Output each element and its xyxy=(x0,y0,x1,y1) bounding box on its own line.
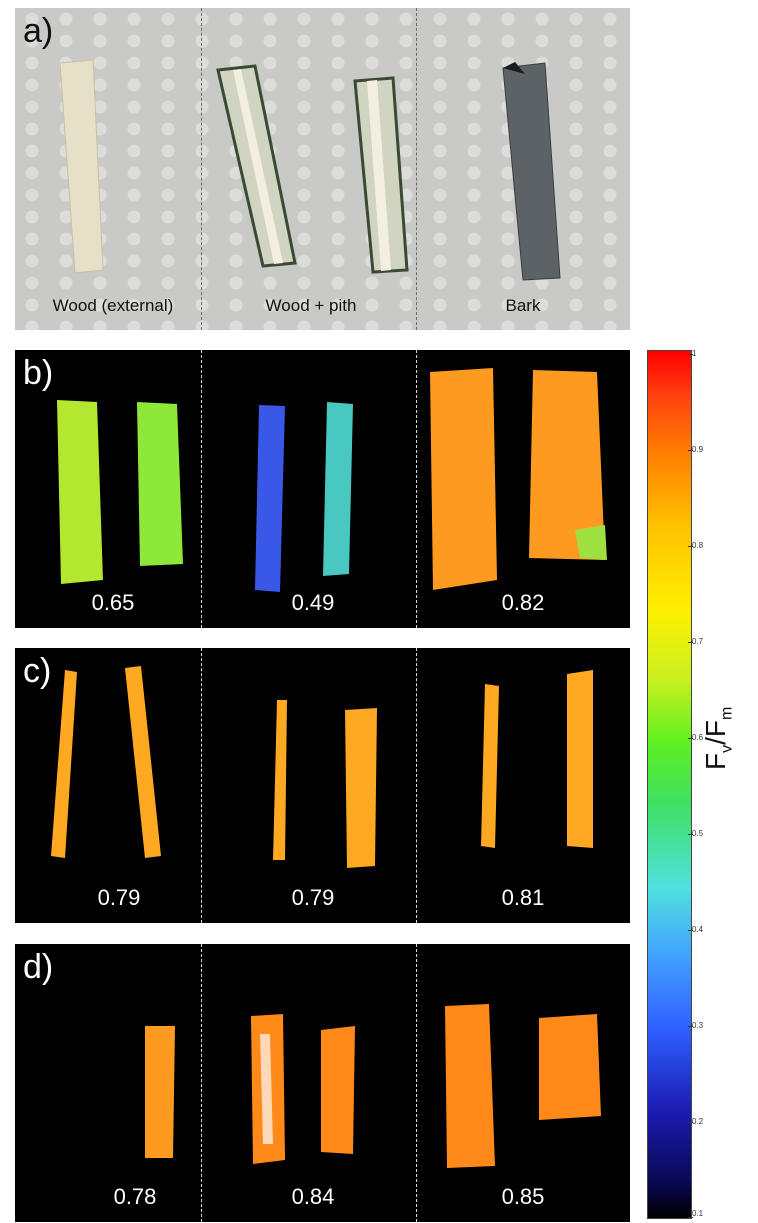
tickmark-9 xyxy=(688,1122,693,1123)
panel-a-divider-2 xyxy=(416,8,417,330)
panel-d-fluorescence-map xyxy=(145,1004,601,1168)
b-wood-pith-right xyxy=(323,402,353,576)
panel-d-divider-2 xyxy=(416,944,417,1222)
panel-b-divider-2 xyxy=(416,350,417,628)
panel-a-label: a) xyxy=(23,12,54,50)
tickmark-6 xyxy=(688,834,693,835)
panel-d-value-2: 0.84 xyxy=(291,1184,335,1209)
b-wood-external-left xyxy=(57,400,103,584)
fvfm-colorbar xyxy=(647,350,692,1219)
panel-d-divider-1 xyxy=(201,944,202,1222)
d-wood-external xyxy=(145,1026,175,1158)
tick-label-8: 0.3 xyxy=(692,1021,704,1030)
tick-label-9: 0.2 xyxy=(692,1117,704,1126)
tickmark-8 xyxy=(688,1026,693,1027)
c-wood-pith-left xyxy=(273,700,287,860)
tickmark-2 xyxy=(688,450,693,451)
label-slash-f: /F xyxy=(700,720,731,745)
tick-label-4: 0.7 xyxy=(692,637,704,646)
c-wood-pith-right xyxy=(345,708,377,868)
panel-d-label: d) xyxy=(23,948,54,986)
wood-external-stick xyxy=(59,59,104,274)
bark-stick xyxy=(502,62,561,281)
panel-b-value-2: 0.49 xyxy=(291,590,335,615)
panel-b-divider-1 xyxy=(201,350,202,628)
panel-b-image: b) 0.65 0.49 0.82 xyxy=(15,350,630,628)
tick-label-7: 0.4 xyxy=(692,925,704,934)
panel-b-value-1: 0.65 xyxy=(91,590,135,615)
panel-d-image: d) 0.78 0.84 0.85 xyxy=(15,944,630,1222)
panel-b-value-3: 0.82 xyxy=(501,590,545,615)
panel-d-value-1: 0.78 xyxy=(113,1184,157,1209)
b-bark-spot xyxy=(575,525,607,560)
tickmark-10 xyxy=(688,1217,693,1218)
wood-pith-core-right xyxy=(367,80,391,271)
panel-c-value-1: 0.79 xyxy=(97,885,141,910)
tick-label-6: 0.5 xyxy=(692,829,704,838)
caption-wood-pith: Wood + pith xyxy=(265,296,357,315)
tickmark-3 xyxy=(688,546,693,547)
tick-label-5: 0.6 xyxy=(692,733,704,742)
sample-sticks-photo xyxy=(59,59,561,281)
panel-c-value-2: 0.79 xyxy=(291,885,335,910)
caption-bark: Bark xyxy=(505,296,541,315)
panel-b-fluorescence-map xyxy=(57,368,607,592)
bark-flap xyxy=(503,62,525,74)
c-bark-left xyxy=(481,684,499,848)
panel-c-divider-1 xyxy=(201,648,202,923)
tickmark-7 xyxy=(688,930,693,931)
tickmark-1 xyxy=(688,354,693,355)
d-bark-left xyxy=(445,1004,495,1168)
c-bark-right xyxy=(567,670,593,848)
c-wood-external-left xyxy=(51,670,77,858)
panel-c-image: c) 0.79 0.79 0.81 xyxy=(15,648,630,923)
tick-label-10: 0.1 xyxy=(692,1209,704,1218)
panel-c-divider-2 xyxy=(416,648,417,923)
panel-a-photo: a) Wood (external) Wood + pith Bark xyxy=(15,8,630,330)
panel-c-value-3: 0.81 xyxy=(501,885,545,910)
d-wood-pith-left-highlight xyxy=(260,1034,273,1144)
tickmark-4 xyxy=(688,642,693,643)
label-f: F xyxy=(700,752,731,770)
d-wood-pith-right xyxy=(321,1026,355,1154)
wood-pith-core-left xyxy=(233,69,283,264)
panel-c-fluorescence-map xyxy=(51,666,593,868)
panel-d-value-3: 0.85 xyxy=(501,1184,545,1209)
d-bark-right xyxy=(539,1014,601,1120)
tickmark-5 xyxy=(688,738,693,739)
tick-label-1: 1 xyxy=(692,349,697,358)
label-sub-v: v xyxy=(718,744,736,753)
b-bark-left xyxy=(430,368,497,590)
caption-wood-external: Wood (external) xyxy=(52,296,174,315)
tick-label-2: 0.9 xyxy=(692,445,704,454)
colorbar-label: Fv/Fm xyxy=(700,707,737,770)
b-wood-external-right xyxy=(137,402,183,566)
panel-c-label: c) xyxy=(23,652,52,690)
b-bark-right xyxy=(529,370,605,560)
panel-b-label: b) xyxy=(23,354,54,392)
tick-label-3: 0.8 xyxy=(692,541,704,550)
panel-a-divider-1 xyxy=(201,8,202,330)
c-wood-external-right xyxy=(125,666,161,858)
label-sub-m: m xyxy=(718,706,736,720)
b-wood-pith-left xyxy=(255,405,285,592)
